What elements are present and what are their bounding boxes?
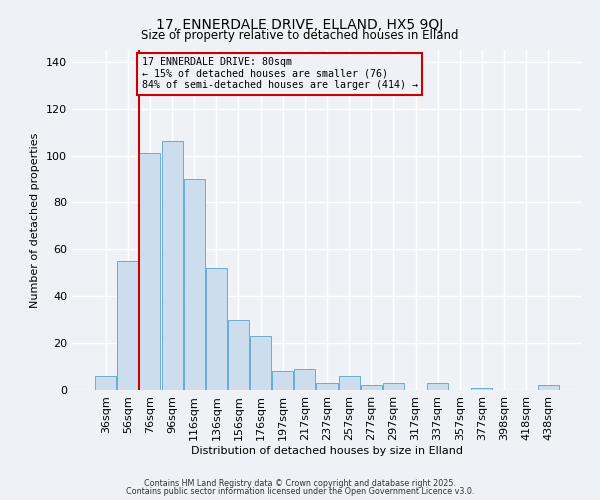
Bar xyxy=(118,261,139,390)
Bar xyxy=(272,371,293,390)
Text: Contains public sector information licensed under the Open Government Licence v3: Contains public sector information licen… xyxy=(126,487,474,496)
Bar xyxy=(361,386,382,390)
Bar xyxy=(206,268,227,390)
Bar xyxy=(316,383,338,390)
Text: 17, ENNERDALE DRIVE, ELLAND, HX5 9QJ: 17, ENNERDALE DRIVE, ELLAND, HX5 9QJ xyxy=(157,18,443,32)
Bar xyxy=(228,320,249,390)
Text: 17 ENNERDALE DRIVE: 80sqm
← 15% of detached houses are smaller (76)
84% of semi-: 17 ENNERDALE DRIVE: 80sqm ← 15% of detac… xyxy=(142,57,418,90)
Bar xyxy=(250,336,271,390)
Bar xyxy=(383,383,404,390)
Text: Contains HM Land Registry data © Crown copyright and database right 2025.: Contains HM Land Registry data © Crown c… xyxy=(144,478,456,488)
Bar xyxy=(538,386,559,390)
Bar xyxy=(184,179,205,390)
Bar xyxy=(95,376,116,390)
Bar xyxy=(161,142,182,390)
Bar xyxy=(295,369,316,390)
X-axis label: Distribution of detached houses by size in Elland: Distribution of detached houses by size … xyxy=(191,446,463,456)
Bar xyxy=(427,383,448,390)
Bar xyxy=(139,153,160,390)
Bar xyxy=(472,388,493,390)
Bar xyxy=(338,376,359,390)
Text: Size of property relative to detached houses in Elland: Size of property relative to detached ho… xyxy=(141,29,459,42)
Y-axis label: Number of detached properties: Number of detached properties xyxy=(31,132,40,308)
